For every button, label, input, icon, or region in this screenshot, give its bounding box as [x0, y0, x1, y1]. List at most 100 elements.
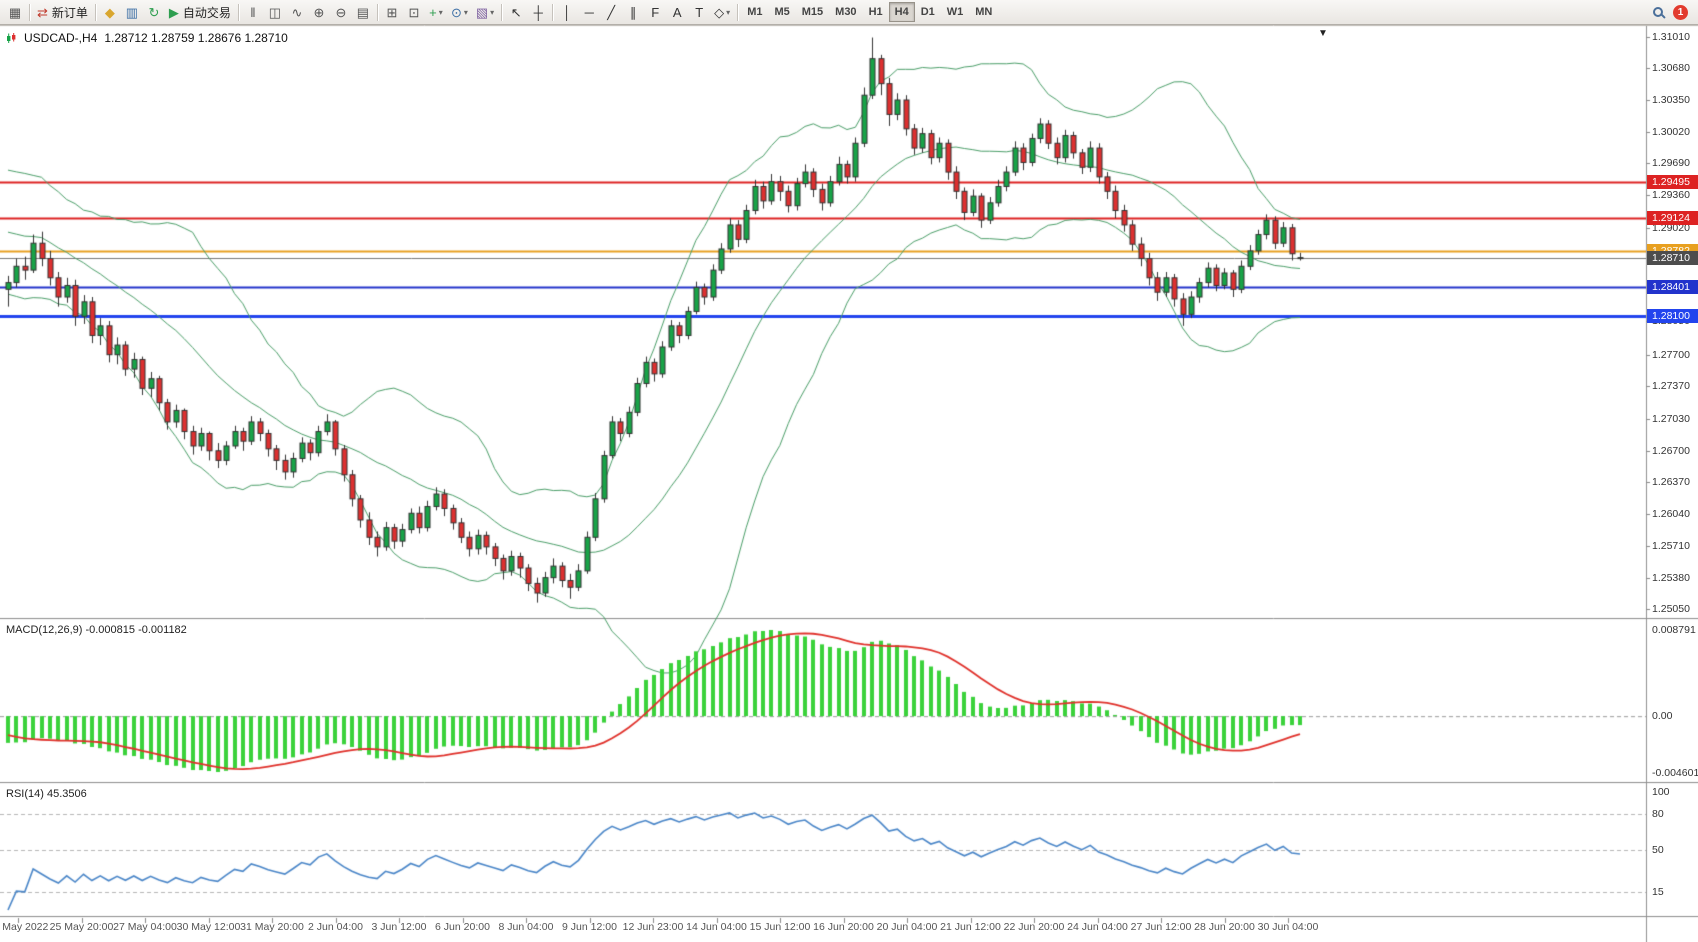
horizontal-line-icon-glyph: ─ — [584, 4, 594, 20]
price-line-label: 1.29124 — [1647, 210, 1698, 225]
arrange-windows-icon[interactable]: ⊞ — [381, 2, 403, 23]
tf-h1-button[interactable]: H1 — [868, 6, 883, 18]
refresh-icon[interactable]: ↻ — [143, 2, 165, 23]
vertical-line-icon-glyph: │ — [563, 4, 572, 20]
new-order-button[interactable]: ⇄ 新订单 — [33, 2, 92, 23]
tf-m30-button[interactable]: M30 — [835, 6, 857, 18]
rsi-axis-label: 100 — [1652, 786, 1670, 798]
horizontal-line-icon[interactable]: ─ — [578, 2, 600, 23]
line-chart-icon[interactable]: ∿ — [286, 2, 308, 23]
price-line-label: 1.28401 — [1647, 280, 1698, 295]
period-icon[interactable]: ⊙ ▾ — [447, 2, 472, 23]
zoom-in-icon[interactable]: ⊕ — [308, 2, 330, 23]
chart-shift-marker: ▼ — [1318, 28, 1328, 39]
price-axis-label: 1.26040 — [1652, 508, 1690, 521]
template-icon-glyph: ▧ — [475, 4, 489, 20]
toolbar-separator — [376, 3, 378, 21]
new-order-button-label: 新订单 — [51, 5, 88, 20]
channel-icon-glyph: ∥ — [629, 4, 637, 20]
tf-d1-button[interactable]: D1 — [920, 6, 935, 18]
toolbar-separator — [737, 3, 739, 21]
chart-window-icon[interactable]: ▦ — [4, 2, 26, 23]
rsi-axis-label: 15 — [1652, 886, 1664, 898]
toolbar: ▦ ⇄ 新订单 ◆ ▥ ↻ ▶ 自动交易 ‖ ◫ ∿ ⊕ ⊖ ▤ ⊞ ⊡ + ▾ ⊙ ▾ ▧ ▾ ↖ ┼ │ ─ ╱ ∥ F A T ◇ ▾ M1… — [0, 0, 1698, 25]
market-watch-icon[interactable]: ▥ — [121, 2, 143, 23]
time-axis-label: 22 Jun 20:00 — [1003, 921, 1065, 933]
price-axis-label: 1.29020 — [1652, 221, 1690, 234]
tf-m15-button[interactable]: M15 — [801, 6, 824, 18]
chart-shift-icon-glyph: ⊡ — [408, 4, 420, 20]
price-line-label: 1.29495 — [1647, 175, 1698, 190]
new-chart-icon[interactable]: + ▾ — [425, 2, 447, 23]
tile-windows-icon[interactable]: ▤ — [352, 2, 374, 23]
fibonacci-icon-glyph: F — [651, 4, 660, 20]
notification-badge[interactable]: 1 — [1673, 4, 1688, 20]
channel-icon[interactable]: ∥ — [622, 2, 644, 23]
tf-h4-button[interactable]: H4 — [888, 2, 915, 22]
zoom-out-icon[interactable]: ⊖ — [330, 2, 352, 23]
cursor-icon[interactable]: ↖ — [505, 2, 527, 23]
tf-w1-button[interactable]: W1 — [946, 6, 964, 18]
price-axis-label: 1.25710 — [1652, 539, 1690, 552]
label-icon[interactable]: T — [688, 2, 710, 23]
price-axis-label: 1.31010 — [1652, 30, 1690, 43]
cursor-icon-glyph: ↖ — [510, 4, 522, 20]
price-axis-label: 1.30680 — [1652, 62, 1690, 75]
vertical-line-icon[interactable]: │ — [556, 2, 578, 23]
crosshair-icon-glyph: ┼ — [533, 4, 543, 20]
template-icon[interactable]: ▧ ▾ — [472, 2, 498, 23]
bar-chart-icon-glyph: ‖ — [250, 4, 256, 20]
time-axis-label: 16 Jun 20:00 — [813, 921, 874, 933]
time-axis-label: 24 Jun 04:00 — [1067, 921, 1128, 933]
macd-label: MACD(12,26,9) -0.000815 -0.001182 — [6, 624, 187, 636]
toolbar-separator — [94, 3, 96, 21]
time-axis-label: 30 May 12:00 — [176, 921, 241, 933]
shapes-icon[interactable]: ◇ ▾ — [710, 2, 734, 23]
time-axis-label: 12 Jun 23:00 — [622, 921, 684, 933]
fibonacci-icon[interactable]: F — [644, 2, 666, 23]
trendline-icon[interactable]: ╱ — [600, 2, 622, 23]
price-axis-label: 1.30350 — [1652, 94, 1690, 106]
time-axis-label: 30 Jun 04:00 — [1257, 921, 1319, 933]
label-icon-glyph: T — [695, 4, 704, 20]
chart-shift-icon[interactable]: ⊡ — [403, 2, 425, 23]
time-axis-label: 6 Jun 20:00 — [435, 921, 490, 933]
time-axis-label: 3 Jun 12:00 — [371, 921, 427, 933]
toolbar-right-group: 1 — [1653, 4, 1694, 20]
tf-m1-button[interactable]: M1 — [747, 6, 763, 18]
candlestick-chart-icon-glyph: ◫ — [268, 4, 282, 20]
chart-title: USDCAD-,H4 1.28712 1.28759 1.28676 1.287… — [6, 31, 288, 45]
zoom-out-icon-glyph: ⊖ — [335, 4, 347, 20]
chart-ohlc-values: 1.28712 1.28759 1.28676 1.28710 — [104, 31, 288, 45]
time-axis-label: 25 May 20:00 — [49, 921, 114, 933]
text-icon[interactable]: A — [666, 2, 688, 23]
price-axis-label: 1.26700 — [1652, 444, 1690, 457]
price-axis-label: 1.25050 — [1652, 603, 1690, 616]
search-icon[interactable] — [1653, 7, 1663, 17]
bar-chart-icon[interactable]: ‖ — [242, 2, 264, 23]
crosshair-icon[interactable]: ┼ — [527, 2, 549, 23]
shapes-icon-glyph: ◇ — [714, 4, 725, 20]
indicators-icon[interactable]: ◆ — [99, 2, 121, 23]
tf-m5-button[interactable]: M5 — [774, 6, 790, 18]
price-axis-label: 1.27700 — [1652, 348, 1690, 361]
rsi-axis-label: 80 — [1652, 808, 1664, 820]
time-axis-label: 2 Jun 04:00 — [308, 921, 363, 933]
tf-mn-button[interactable]: MN — [975, 6, 993, 18]
refresh-icon-glyph: ↻ — [148, 4, 160, 20]
period-icon-glyph: ⊙ — [450, 4, 462, 20]
candlestick-chart-icon[interactable]: ◫ — [264, 2, 286, 23]
price-axis-label: 1.25380 — [1652, 571, 1690, 584]
dropdown-arrow-icon: ▾ — [490, 7, 495, 17]
macd-axis-max-label: 0.008791 — [1652, 624, 1696, 636]
macd-axis-min-label: -0.004601 — [1652, 767, 1698, 779]
price-axis-label: 1.26370 — [1652, 476, 1690, 489]
time-axis-label: 15 Jun 12:00 — [749, 921, 811, 933]
line-chart-icon-glyph: ∿ — [291, 4, 303, 20]
time-axis-label: 20 Jun 04:00 — [876, 921, 938, 933]
dropdown-arrow-icon: ▾ — [463, 7, 468, 17]
time-axis-label: 21 Jun 12:00 — [940, 921, 1001, 933]
auto-trading-button[interactable]: ▶ 自动交易 — [165, 2, 235, 23]
